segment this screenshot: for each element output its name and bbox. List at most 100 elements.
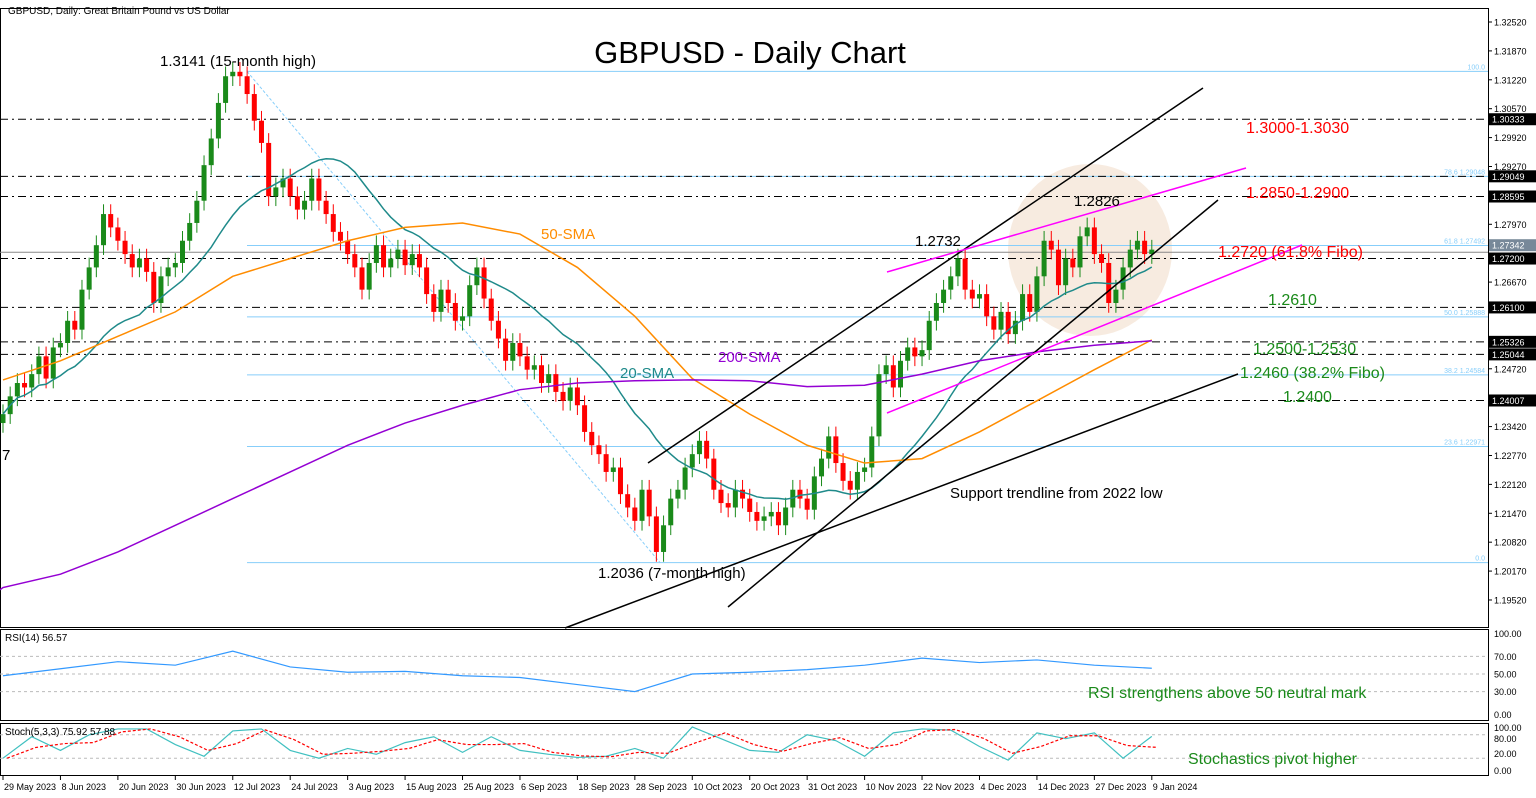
- bid-price-label: 1.27342: [1492, 241, 1525, 251]
- bear-candle: [115, 227, 121, 241]
- bull-candle: [215, 102, 221, 139]
- bull-candle: [1020, 294, 1026, 321]
- rsi-tick-label: 0.00: [1494, 710, 1512, 720]
- price-tick-label: 1.26670: [1494, 278, 1527, 288]
- bear-candle: [991, 316, 997, 330]
- level-price-label: 1.29049: [1492, 172, 1525, 182]
- bull-candle: [36, 356, 42, 375]
- level-price-tag: [1489, 301, 1536, 314]
- level-price-tag: [1489, 394, 1536, 407]
- bear-candle: [725, 503, 731, 508]
- bull-candle: [933, 302, 939, 321]
- bear-candle: [381, 245, 387, 268]
- bid-price-tag: [1489, 239, 1536, 252]
- stoch-note: Stochastics pivot higher: [1188, 751, 1358, 768]
- bear-candle: [596, 445, 602, 455]
- bull-candle: [1034, 276, 1040, 312]
- bull-candle: [1041, 240, 1047, 277]
- bear-candle: [704, 440, 710, 459]
- date-tick-label: 20 Jun 2023: [119, 782, 169, 792]
- bull-candle: [854, 471, 860, 490]
- bear-candle: [1005, 311, 1011, 335]
- bear-candle: [251, 94, 257, 121]
- date-tick-label: 14 Dec 2023: [1038, 782, 1089, 792]
- level-price-tag: [1489, 335, 1536, 348]
- date-tick-label: 12 Jul 2023: [234, 782, 281, 792]
- bear-candle: [625, 494, 631, 508]
- bear-candle: [1070, 258, 1076, 268]
- bull-candle: [510, 343, 516, 361]
- price-tick-label: 1.23420: [1494, 422, 1527, 432]
- bear-candle: [574, 387, 580, 406]
- bull-candle: [661, 525, 667, 552]
- bear-candle: [1048, 240, 1054, 250]
- rsi-tick-label: 30.00: [1494, 687, 1517, 697]
- bull-candle: [0, 414, 6, 424]
- symbol-info: GBPUSD, Daily: Great Britain Pound vs US…: [8, 6, 230, 17]
- date-tick-label: 3 Aug 2023: [349, 782, 395, 792]
- bear-candle: [445, 289, 451, 303]
- date-tick-label: 31 Oct 2023: [808, 782, 857, 792]
- rsi-label: RSI(14) 56.57: [5, 633, 68, 644]
- price-tick-label: 1.29270: [1494, 162, 1527, 172]
- date-tick-label: 25 Aug 2023: [464, 782, 515, 792]
- price-tick-label: 1.24720: [1494, 364, 1527, 374]
- bull-candle: [29, 374, 35, 388]
- level-price-tag: [1489, 113, 1536, 126]
- bull-candle: [388, 258, 394, 268]
- bear-candle: [22, 383, 28, 388]
- bull-candle: [998, 311, 1004, 330]
- wedge-upper-line: [886, 167, 1247, 273]
- resistance-3: 1.2720 (61.8% Fibo): [1218, 244, 1363, 261]
- bear-candle: [316, 178, 322, 201]
- level-price-tag: [1489, 252, 1536, 265]
- bull-candle: [610, 467, 616, 472]
- bear-candle: [1099, 254, 1105, 263]
- bear-candle: [424, 267, 430, 295]
- annotation-low: 1.2036 (7-month high): [598, 565, 746, 582]
- bull-candle: [79, 289, 85, 330]
- bull-candle: [57, 343, 63, 348]
- price-tick-label: 1.32520: [1494, 18, 1527, 28]
- rsi-panel: [0, 629, 1489, 721]
- bull-candle: [675, 489, 681, 499]
- level-price-label: 1.25326: [1492, 337, 1525, 347]
- price-tick-label: 1.30570: [1494, 104, 1527, 114]
- bear-candle: [603, 454, 609, 472]
- bear-candle: [718, 489, 724, 504]
- fibo-label: 61.8 1.27492: [1444, 239, 1485, 246]
- date-tick-label: 4 Dec 2023: [980, 782, 1026, 792]
- bear-candle: [984, 294, 990, 317]
- bull-candle: [93, 245, 99, 268]
- bull-candle: [732, 489, 738, 508]
- bear-candle: [287, 178, 293, 197]
- bull-candle: [976, 294, 982, 299]
- date-tick-label: 9 Jan 2024: [1153, 782, 1198, 792]
- bull-candle: [955, 258, 961, 277]
- date-tick-label: 18 Sep 2023: [578, 782, 629, 792]
- bull-candle: [883, 365, 889, 375]
- bear-candle: [747, 498, 753, 512]
- channel-lower-line: [727, 199, 1219, 608]
- rsi-tick-label: 70.00: [1494, 652, 1517, 662]
- bull-candle: [280, 178, 286, 188]
- bull-candle: [948, 276, 954, 290]
- bear-candle: [797, 489, 803, 499]
- bull-candle: [302, 200, 308, 210]
- bull-candle: [668, 498, 674, 526]
- date-tick-label: 27 Dec 2023: [1095, 782, 1146, 792]
- bull-candle: [531, 365, 537, 370]
- bear-candle: [345, 240, 351, 255]
- bear-candle: [969, 289, 975, 299]
- level-price-tag: [1489, 190, 1536, 203]
- bull-candle: [438, 289, 444, 312]
- bull-candle: [373, 245, 379, 263]
- bear-candle: [646, 489, 652, 517]
- bear-candle: [711, 458, 717, 490]
- bear-candle: [617, 467, 623, 495]
- sma50-line: [2, 222, 1153, 464]
- bear-candle: [539, 365, 544, 384]
- bull-candle: [926, 320, 932, 351]
- bear-candle: [330, 214, 336, 232]
